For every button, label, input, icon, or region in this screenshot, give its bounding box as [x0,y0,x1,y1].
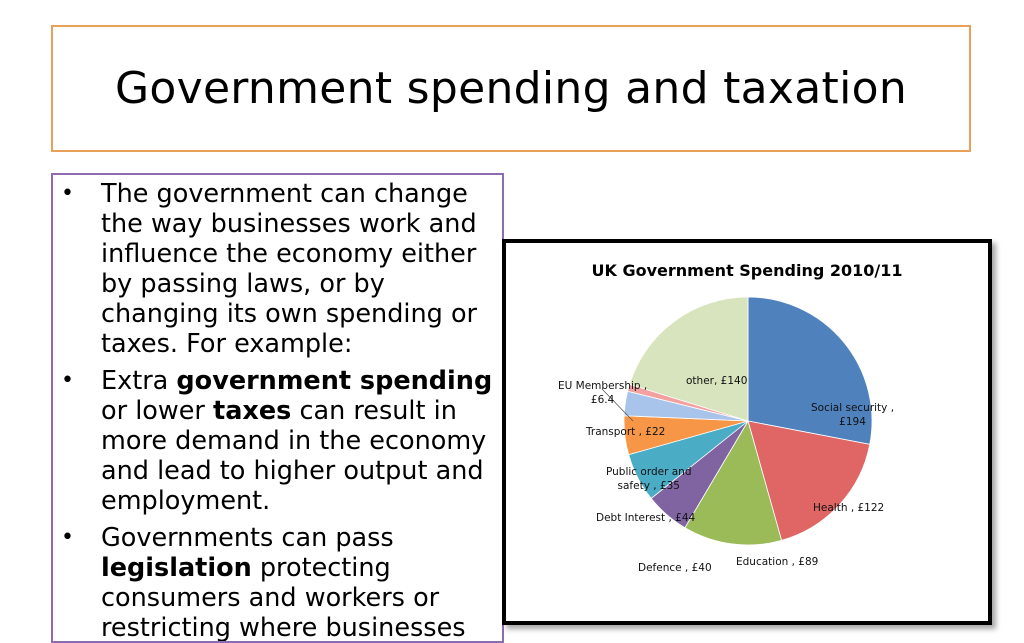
chart-title: UK Government Spending 2010/11 [591,261,903,280]
slice-label: other, £140 [686,375,748,387]
bullet-item: • Governments can pass legislation protec… [53,523,502,643]
slice-label: Health , £122 [813,502,885,514]
bullet-list: • The government can change the way busin… [53,179,502,643]
bullet-dot: • [61,525,74,550]
slide-title: Government spending and taxation [114,63,908,114]
slice-label: Debt Interest , £44 [596,512,696,524]
pie-slice-social-security [747,296,873,445]
bullet-bold-text: taxes [213,396,292,426]
pie-slice-health [747,420,871,541]
text-box: • The government can change the way busin… [51,173,504,643]
slice-label: Public order and safety , £35 [606,466,692,492]
bullet-text: protecting consumers and workers or rest… [101,553,466,643]
bullet-text: Extra [101,366,177,396]
slice-label: Social security , £194 [811,402,895,428]
bullet-item: • Extra government spending or lower taxe… [53,366,502,516]
bullet-item: • The government can change the way busin… [53,179,502,359]
slice-label: Education , £89 [736,556,819,568]
pie-svg [601,296,873,546]
slice-label: EU Membership , £6.4 [558,380,648,406]
bullet-bold-text: legislation [101,553,252,583]
bullet-text: Governments can pass [101,523,394,553]
pie-chart: UK Government Spending 2010/11 Social se… [502,239,992,625]
title-box: Government spending and taxation [51,25,971,152]
slice-label: Defence , £40 [638,562,712,574]
bullet-text: can result in more demand in the economy… [101,396,487,516]
bullet-text: or lower [101,396,214,426]
slice-label: Transport , £22 [586,426,666,438]
pie-slice-other [629,296,749,422]
bullet-text: The government can change the way busine… [101,179,478,359]
bullet-bold-text: government spending [176,366,493,396]
bullet-dot: • [61,181,74,206]
pie-slice-education [684,419,783,546]
leader-line [601,388,634,422]
bullet-dot: • [61,368,74,393]
